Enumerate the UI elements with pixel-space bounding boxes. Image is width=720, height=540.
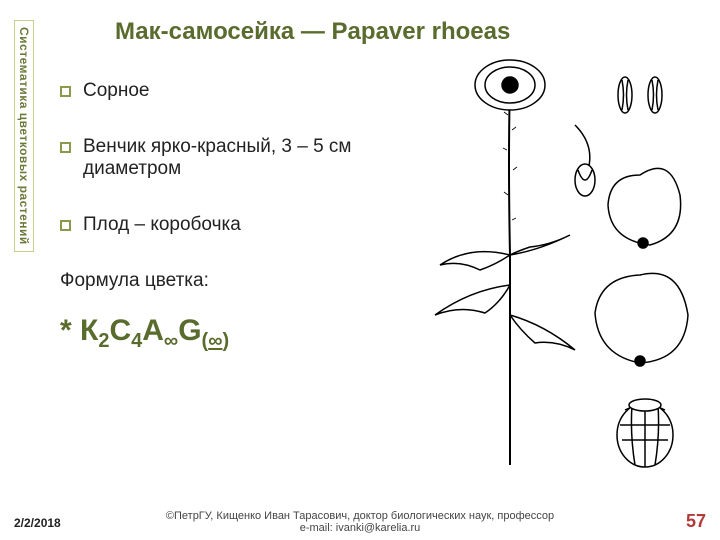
formula-part: С bbox=[109, 314, 131, 347]
sidebar-section-label: Систематика цветковых растений bbox=[14, 20, 34, 252]
formula-part: G bbox=[178, 314, 201, 347]
formula-part: * К bbox=[60, 314, 98, 347]
bullet-text: Сорное bbox=[83, 80, 149, 102]
formula-sub: 4 bbox=[131, 330, 142, 352]
formula-label: Формула цветка: bbox=[60, 270, 390, 292]
formula-sub: ∞ bbox=[164, 330, 178, 352]
formula-part: А bbox=[142, 314, 164, 347]
flower-formula: * К2С4А∞G(∞) bbox=[60, 314, 390, 353]
formula-sub: ) bbox=[222, 330, 229, 352]
formula-sub: 2 bbox=[98, 330, 109, 352]
bullet-item: Венчик ярко-красный, 3 – 5 см диаметром bbox=[60, 136, 390, 180]
page-number: 57 bbox=[686, 511, 706, 532]
bullet-item: Плод – коробочка bbox=[60, 214, 390, 236]
footer: ©ПетрГУ, Кищенко Иван Тарасович, доктор … bbox=[0, 510, 720, 534]
bullet-text: Плод – коробочка bbox=[83, 214, 241, 236]
bullet-item: Сорное bbox=[60, 80, 390, 102]
content-area: Сорное Венчик ярко-красный, 3 – 5 см диа… bbox=[60, 80, 390, 353]
footer-copyright: ©ПетрГУ, Кищенко Иван Тарасович, доктор … bbox=[0, 510, 720, 522]
bullet-marker-icon bbox=[60, 220, 71, 231]
formula-sub: ∞ bbox=[208, 330, 222, 352]
botanical-illustration bbox=[360, 55, 700, 475]
slide-title: Мак-самосейка — Papaver rhoeas bbox=[115, 18, 510, 46]
footer-email: e-mail: ivanki@karelia.ru bbox=[0, 522, 720, 534]
bullet-marker-icon bbox=[60, 142, 71, 153]
bullet-text: Венчик ярко-красный, 3 – 5 см диаметром bbox=[83, 136, 390, 180]
bullet-marker-icon bbox=[60, 86, 71, 97]
